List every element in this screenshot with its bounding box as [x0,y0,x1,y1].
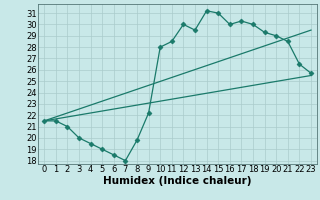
X-axis label: Humidex (Indice chaleur): Humidex (Indice chaleur) [103,176,252,186]
